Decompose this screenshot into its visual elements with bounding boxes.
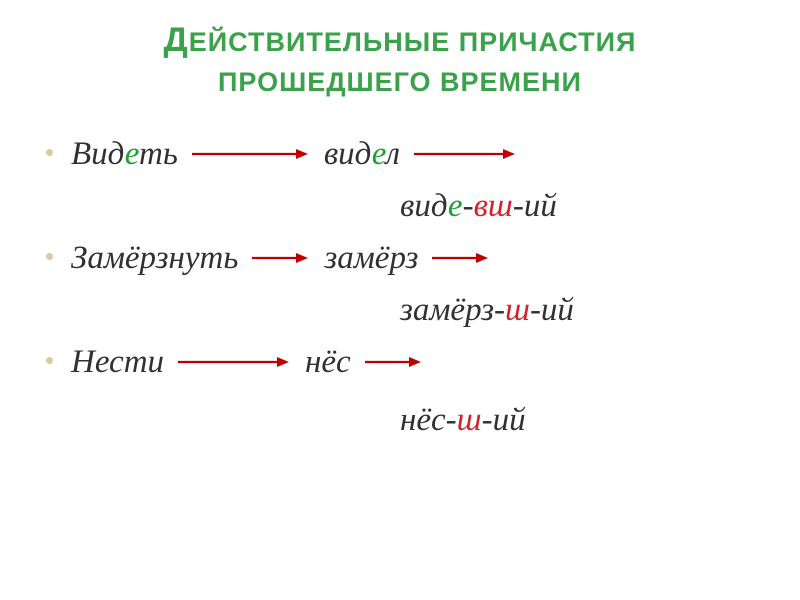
word-fragment: е (372, 136, 386, 172)
example-row-result: замёрз-ш-ий (40, 284, 760, 336)
example-list: Видетьвиделвиде-вш-ийЗамёрзнутьзамёрззам… (40, 128, 760, 446)
word: замёрз (324, 240, 418, 277)
word-fragment: ть (139, 136, 178, 172)
example-row-main: Замёрзнуть замёрз (40, 232, 760, 284)
title-line-1: ДЕЙСТВИТЕЛЬНЫЕ ПРИЧАСТИЯ (40, 18, 760, 64)
arrow-icon (363, 352, 423, 372)
word-fragment: нёс- (400, 402, 457, 438)
arrow-icon (430, 248, 490, 268)
word-fragment: ш (505, 292, 530, 328)
word-fragment: замёрз- (400, 292, 505, 328)
bullet-icon (46, 149, 53, 156)
word-fragment: Замёрзнуть (71, 240, 238, 276)
title-line1-rest: ЕЙСТВИТЕЛЬНЫЕ ПРИЧАСТИЯ (189, 27, 637, 57)
word-fragment: Вид (71, 136, 125, 172)
word-fragment: -ий (530, 292, 574, 328)
word-fragment: вш (474, 188, 513, 224)
example-row-result: виде-вш-ий (40, 180, 760, 232)
word-fragment: замёрз (324, 240, 418, 276)
arrow-icon (412, 144, 517, 164)
word-fragment: ш (457, 402, 482, 438)
word-fragment: вид (400, 188, 448, 224)
example-row-main: Нести нёс (40, 336, 760, 388)
word-fragment: л (386, 136, 400, 172)
bullet-icon (46, 357, 53, 364)
word-fragment: -ий (513, 188, 557, 224)
example-row-main: Видетьвидел (40, 128, 760, 180)
example-row-result: нёс-ш-ий (40, 394, 760, 446)
word: видел (324, 136, 400, 173)
title-line-2: ПРОШЕДШЕГО ВРЕМЕНИ (40, 64, 760, 100)
arrow-icon (190, 144, 310, 164)
word-fragment: - (463, 188, 474, 224)
word: Нести (71, 344, 164, 381)
word-fragment: -ий (482, 402, 526, 438)
word: Замёрзнуть (71, 240, 238, 277)
word: замёрз-ш-ий (400, 292, 574, 329)
word: виде-вш-ий (400, 188, 557, 225)
word-fragment: е (125, 136, 139, 172)
slide-page: ДЕЙСТВИТЕЛЬНЫЕ ПРИЧАСТИЯ ПРОШЕДШЕГО ВРЕМ… (0, 0, 800, 600)
word-fragment: е (448, 188, 463, 224)
word-fragment: вид (324, 136, 372, 172)
slide-title: ДЕЙСТВИТЕЛЬНЫЕ ПРИЧАСТИЯ ПРОШЕДШЕГО ВРЕМ… (40, 18, 760, 100)
arrow-icon (250, 248, 310, 268)
bullet-icon (46, 253, 53, 260)
word: Видеть (71, 136, 178, 173)
word: нёс (305, 344, 351, 381)
title-line1-cap: Д (164, 21, 189, 59)
arrow-icon (176, 352, 291, 372)
word-fragment: нёс (305, 344, 351, 380)
word: нёс-ш-ий (400, 402, 526, 439)
word-fragment: Нести (71, 344, 164, 380)
